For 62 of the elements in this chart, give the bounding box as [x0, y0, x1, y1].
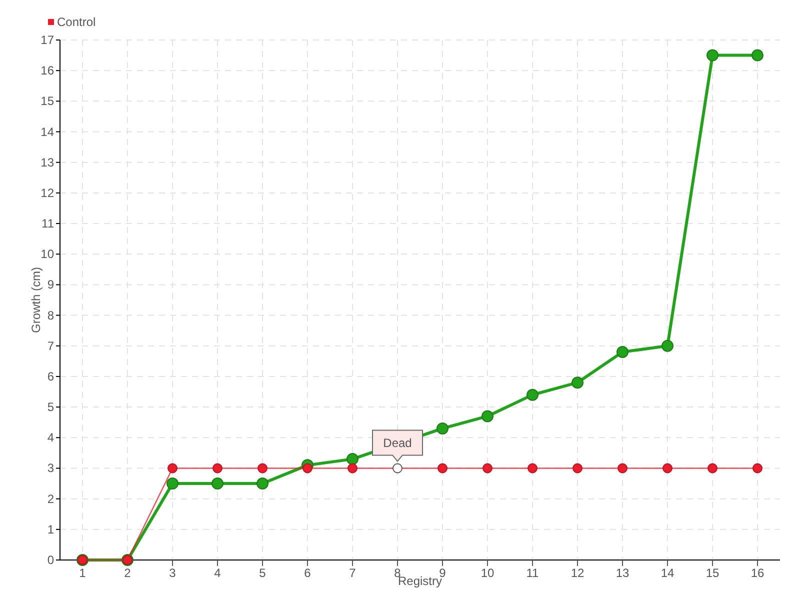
point [752, 463, 762, 474]
y-tick-label: 11 [42, 216, 54, 231]
x-tick-label: 2 [124, 566, 132, 580]
point [572, 376, 584, 389]
point [168, 463, 178, 474]
y-tick-label: 4 [47, 430, 54, 445]
point [662, 463, 672, 474]
point [212, 463, 222, 474]
point [526, 388, 538, 401]
point [256, 478, 268, 490]
x-tick-label: 6 [304, 566, 312, 580]
x-tick-label: 16 [750, 566, 764, 580]
y-tick-label: 16 [40, 64, 54, 78]
point [662, 340, 674, 352]
point [706, 49, 718, 62]
point [212, 478, 224, 490]
point [258, 463, 268, 474]
point [392, 463, 402, 474]
point [482, 410, 494, 422]
x-tick-label: 11 [526, 566, 540, 580]
point [482, 463, 492, 474]
y-tick-label: 5 [47, 400, 54, 414]
point [708, 463, 718, 474]
x-tick-label: 4 [214, 566, 222, 580]
point [348, 463, 358, 474]
x-tick-label: 5 [259, 566, 266, 580]
annotation: Dead [383, 436, 412, 450]
y-tick-label: 15 [40, 94, 54, 108]
y-tick-label: 17 [40, 33, 54, 47]
y-tick-label: 12 [40, 186, 54, 200]
point [302, 463, 312, 474]
y-tick-label: 2 [47, 492, 54, 506]
y-tick-label: 13 [40, 155, 54, 170]
x-tick-label: 1 [79, 566, 86, 580]
y-tick-label: 8 [47, 308, 54, 322]
y-tick-label: 0 [47, 553, 54, 567]
y-tick-label: 10 [40, 247, 54, 262]
x-tick-label: 9 [439, 566, 446, 580]
y-tick-label: 6 [47, 369, 54, 384]
point [752, 49, 764, 62]
y-tick-label: 7 [47, 338, 54, 353]
y-tick-label: 3 [47, 461, 54, 476]
y-tick-label: 14 [40, 124, 54, 139]
x-tick-label: 12 [570, 566, 584, 580]
point [436, 422, 448, 434]
point [528, 463, 538, 474]
y-axis-title: Growth (cm) [29, 266, 43, 333]
y-tick-label: 9 [47, 278, 54, 292]
x-tick-label: 14 [660, 566, 674, 580]
legend-label: Control [57, 15, 96, 29]
y-tick-label: 1 [47, 522, 54, 536]
point [438, 463, 448, 474]
x-tick-label: 13 [616, 566, 630, 580]
point [572, 463, 582, 474]
x-tick-label: 7 [349, 566, 356, 580]
point [616, 346, 628, 358]
x-tick-label: 15 [706, 566, 720, 580]
point [346, 453, 358, 466]
x-tick-label: 3 [169, 566, 176, 580]
x-tick-label: 10 [480, 566, 494, 580]
point [618, 463, 628, 474]
point [166, 478, 178, 490]
